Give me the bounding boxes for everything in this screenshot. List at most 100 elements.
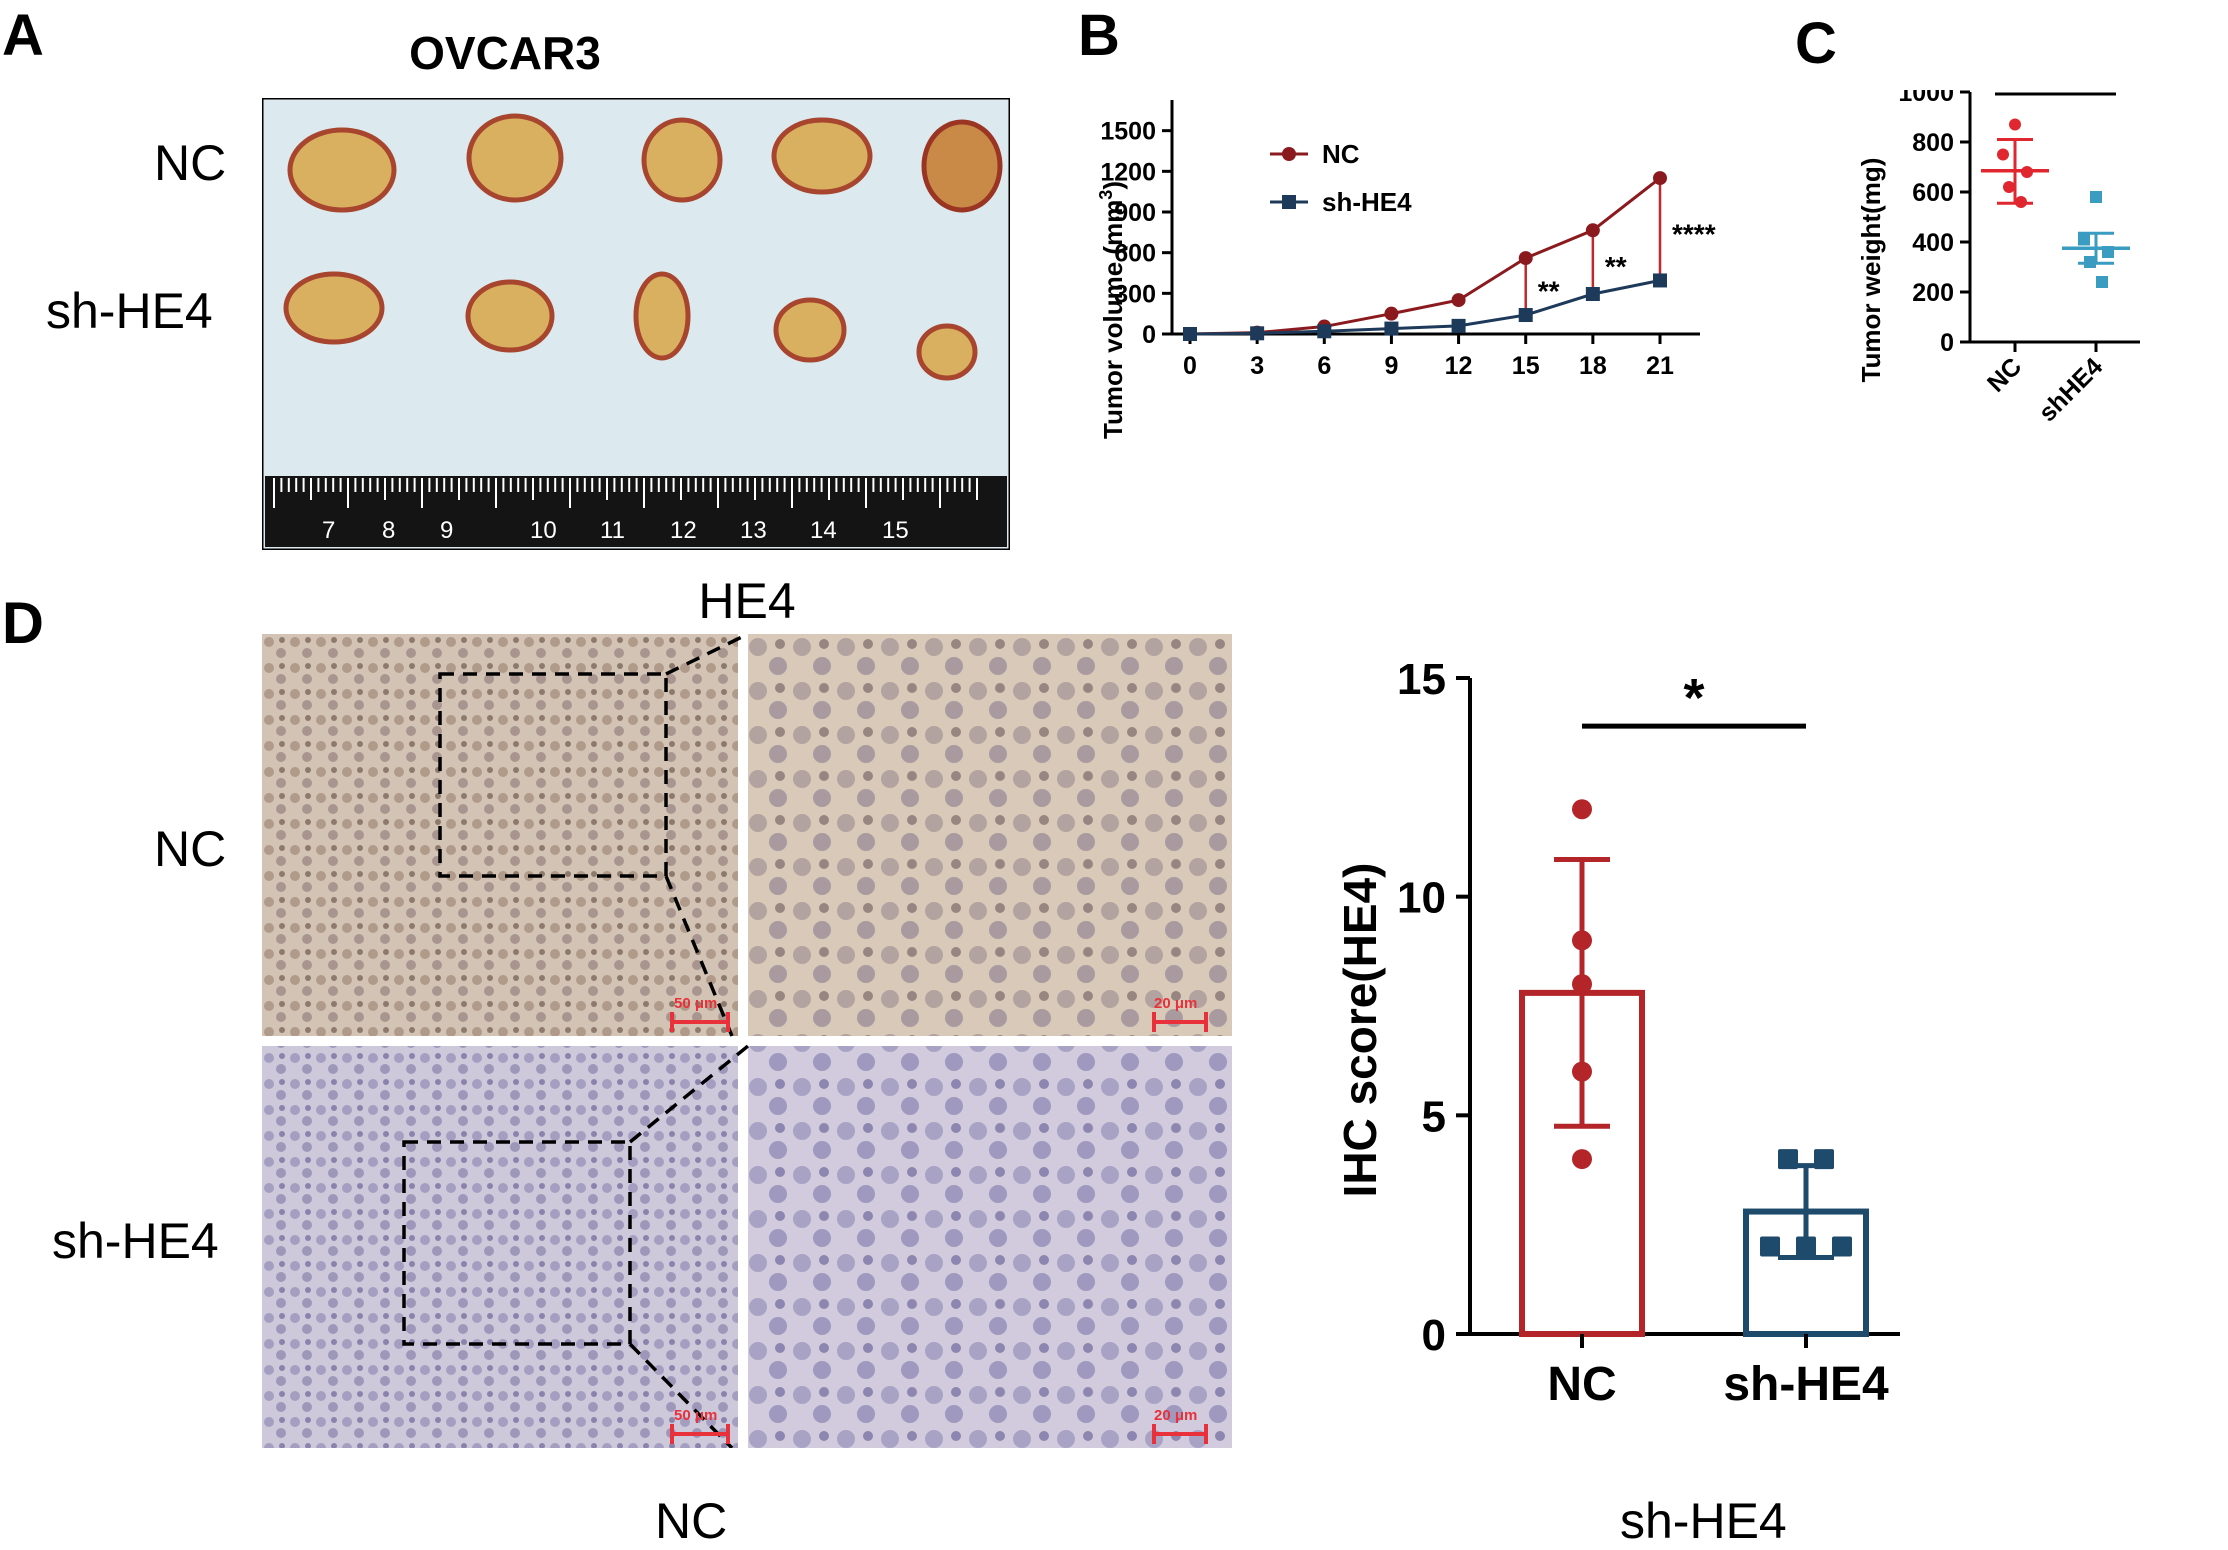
- x-tick-label: 9: [1384, 352, 1398, 380]
- data-point-sh: [1518, 308, 1533, 323]
- tumor-sh-2: [465, 279, 555, 353]
- tumor-sh-1: [283, 271, 385, 345]
- data-point-nc: [1572, 930, 1592, 951]
- data-point-sh: [2078, 233, 2090, 246]
- data-point-sh: [1778, 1149, 1798, 1170]
- data-point-sh: [1653, 273, 1667, 288]
- micrograph-sh-high: [748, 1046, 1232, 1448]
- y-tick-label: 400: [1912, 229, 1954, 257]
- y-tick-label: 0: [1940, 329, 1954, 357]
- zoom-line-nc-bottom: [664, 875, 734, 1037]
- chart-b-legend: NC sh-HE4: [1270, 139, 1412, 217]
- data-point-nc: [1572, 1149, 1592, 1170]
- ruler-number: 12: [670, 517, 697, 544]
- tumor-nc-5: [921, 119, 1003, 213]
- chart-d-plot: 0 5 10 15 NC sh-HE4 *: [1397, 655, 1900, 1411]
- data-point-sh: [2096, 276, 2108, 288]
- y-tick-label: 10: [1397, 874, 1446, 923]
- chart-c: Tumor weight(mg) 0 200 400 600 800 1000 NC shHE…: [1856, 90, 2140, 427]
- significance-label: **: [1538, 276, 1560, 307]
- x-tick-label: 3: [1250, 352, 1264, 380]
- y-tick-label: 1000: [1898, 90, 1954, 107]
- chart-b-ylabel: Tumor volume (mm3): [1096, 181, 1128, 439]
- tumor-nc-4: [771, 117, 873, 195]
- zoom-line-nc-top: [665, 634, 749, 676]
- data-point-sh: [1814, 1149, 1834, 1170]
- tumor-sh-5: [916, 323, 978, 381]
- ruler-number: 8: [382, 517, 395, 544]
- chart-c-ylabel: Tumor weight(mg): [1856, 158, 1886, 383]
- chart-d-ylabel: IHC score(HE4): [1334, 863, 1386, 1198]
- panel-label-b: B: [1078, 3, 1120, 68]
- data-point-nc: [1384, 306, 1399, 321]
- legend-nc-marker: [1282, 147, 1296, 161]
- ruler-number: 10: [530, 517, 557, 544]
- scalebar-label: 20 μm: [1154, 1407, 1197, 1424]
- y-tick-label: 15: [1397, 655, 1446, 704]
- y-tick-label: 0: [1422, 1311, 1446, 1360]
- data-point-nc: [2003, 181, 2015, 193]
- x-tick-label: shHE4: [2033, 352, 2108, 427]
- chart-b: Tumor volume (mm3) 030060090012001500180…: [1096, 100, 1716, 439]
- ruler-number: 15: [882, 517, 909, 544]
- data-point-sh: [1796, 1236, 1816, 1257]
- x-tick-label: sh-HE4: [1723, 1358, 1889, 1411]
- y-tick-label: 5: [1422, 1092, 1446, 1141]
- data-point-sh: [1317, 324, 1332, 339]
- data-point-sh: [1250, 326, 1265, 341]
- panel-a-row-sh: sh-HE4: [46, 283, 213, 339]
- ruler-number: 11: [600, 517, 625, 544]
- significance-label: *: [1683, 668, 1704, 728]
- zoom-line-sh-top: [628, 1044, 750, 1144]
- significance-label: ****: [1672, 218, 1716, 249]
- panel-label-c: C: [1795, 11, 1837, 76]
- ruler-number: 14: [810, 517, 837, 544]
- data-point-sh: [1384, 321, 1399, 336]
- data-point-nc: [1518, 251, 1533, 266]
- series-line-0: [1189, 176, 1661, 336]
- micrograph-nc-low: [262, 634, 738, 1036]
- panel-d-row-sh: sh-HE4: [52, 1213, 219, 1269]
- panel-d-bottom-sh: sh-HE4: [1620, 1493, 1787, 1549]
- significance-label: **: [2043, 90, 2068, 93]
- y-tick-label: 900: [1114, 199, 1156, 227]
- x-tick-label: 18: [1579, 352, 1607, 380]
- tumor-sh-4: [773, 297, 847, 363]
- scalebar-nc-low: [670, 1012, 730, 1032]
- panel-label-a: A: [2, 3, 44, 68]
- data-point-sh: [1451, 318, 1466, 333]
- scalebar-label: 50 μm: [674, 1407, 717, 1424]
- scalebar-sh-low: [670, 1424, 730, 1444]
- ruler-ticks: [273, 478, 978, 508]
- data-point-nc: [1653, 171, 1667, 186]
- panel-label-d: D: [2, 591, 44, 656]
- scalebar-sh-high: [1152, 1424, 1208, 1444]
- y-tick-label: 0: [1142, 321, 1156, 349]
- series-line-1: [1189, 278, 1661, 336]
- chart-d: IHC score(HE4) 0 5 10 15 NC sh-HE4 *: [1334, 655, 1900, 1411]
- data-point-sh: [1183, 327, 1197, 341]
- tumors-nc-row: [287, 113, 1003, 213]
- scalebar-label: 20 μm: [1154, 995, 1197, 1012]
- zoom-box-nc: [438, 672, 668, 878]
- panel-d-row-nc: NC: [154, 821, 227, 877]
- data-point-nc: [1572, 1061, 1592, 1082]
- panel-d-bottom-nc: NC: [655, 1493, 728, 1549]
- panel-a-row-nc: NC: [154, 135, 227, 191]
- x-tick-label: 21: [1646, 352, 1674, 380]
- y-tick-label: 300: [1114, 280, 1156, 308]
- micrograph-nc-high: [748, 634, 1232, 1036]
- y-tick-label: 600: [1114, 240, 1156, 268]
- tumor-nc-1: [287, 127, 397, 213]
- significance-label: **: [1605, 251, 1627, 282]
- ruler-number: 13: [740, 517, 767, 544]
- data-point-nc: [1997, 148, 2009, 161]
- ruler-number: 7: [322, 517, 335, 544]
- data-point-sh: [1760, 1236, 1780, 1257]
- tumor-nc-3: [641, 117, 723, 203]
- x-tick-label: 0: [1183, 352, 1197, 380]
- x-tick-label: NC: [1547, 1358, 1616, 1411]
- zoom-box-sh: [402, 1140, 632, 1346]
- tumors-sh-row: [283, 271, 978, 381]
